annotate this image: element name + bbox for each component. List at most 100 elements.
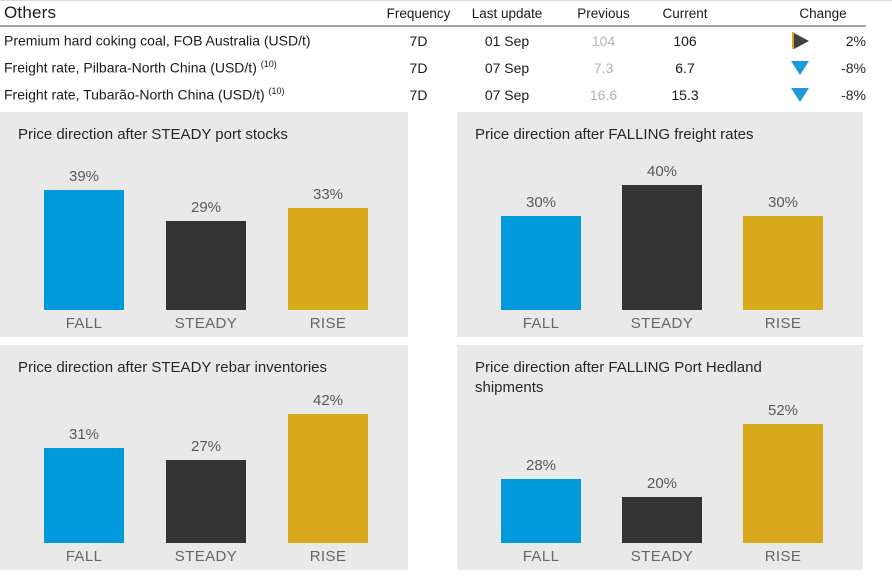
bar-group-fall: 31% bbox=[44, 426, 124, 543]
bar-fall bbox=[501, 216, 581, 310]
category-label-fall: FALL bbox=[522, 315, 560, 332]
column-header-current: Current bbox=[662, 5, 708, 21]
category-label-fall: FALL bbox=[65, 548, 103, 565]
change-percent: 2% bbox=[845, 32, 866, 49]
table-header-row: Others Frequency Last update Previous Cu… bbox=[0, 1, 866, 27]
last-update-value: 07 Sep bbox=[484, 86, 530, 103]
category-axis: FALL STEADY RISE bbox=[44, 315, 368, 332]
bar-fall bbox=[44, 448, 124, 543]
bar-group-steady: 29% bbox=[166, 199, 246, 310]
table-row-freight-tubarao: Freight rate, Tubarão-North China (USD/t… bbox=[0, 81, 866, 108]
previous-value: 7.3 bbox=[593, 59, 614, 76]
bar-rise bbox=[288, 414, 368, 543]
category-label-rise: RISE bbox=[764, 548, 802, 565]
bars-area: 28% 20% 52% bbox=[501, 345, 823, 543]
chart-title: Price direction after STEADY rebar inven… bbox=[18, 359, 328, 376]
chart-title: Price direction after FALLING Port Hedla… bbox=[475, 359, 762, 396]
row-label-text: Freight rate, Pilbara-North China (USD/t… bbox=[4, 59, 257, 76]
category-axis: FALL STEADY RISE bbox=[44, 548, 368, 565]
previous-value: 104 bbox=[591, 32, 616, 49]
bar-value-label: 30% bbox=[767, 194, 799, 211]
bar-value-label: 31% bbox=[68, 426, 100, 443]
change-percent: -8% bbox=[841, 59, 866, 76]
column-header-last-update: Last update bbox=[471, 5, 543, 21]
bar-group-rise: 33% bbox=[288, 186, 368, 310]
chart-title: Price direction after STEADY port stocks bbox=[18, 126, 288, 143]
bar-group-fall: 28% bbox=[501, 457, 581, 543]
bar-value-label: 27% bbox=[190, 438, 222, 455]
bar-rise bbox=[743, 424, 823, 543]
table-row-freight-pilbara: Freight rate, Pilbara-North China (USD/t… bbox=[0, 54, 866, 81]
frequency-value: 7D bbox=[409, 59, 428, 76]
row-label-text: Freight rate, Tubarão-North China (USD/t… bbox=[4, 86, 265, 103]
bar-value-label: 28% bbox=[525, 457, 557, 474]
chart-steady-rebar-inventories: Price direction after STEADY rebar inven… bbox=[0, 345, 408, 570]
bar-group-rise: 52% bbox=[743, 402, 823, 543]
category-label-steady: STEADY bbox=[174, 315, 238, 332]
table-row-premium-hard-coking-coal: Premium hard coking coal, FOB Australia … bbox=[0, 27, 866, 54]
bar-value-label: 39% bbox=[68, 168, 100, 185]
last-update-value: 01 Sep bbox=[484, 32, 530, 49]
bar-group-fall: 30% bbox=[501, 194, 581, 310]
category-label-rise: RISE bbox=[309, 315, 347, 332]
bar-group-steady: 27% bbox=[166, 438, 246, 543]
last-update-value: 07 Sep bbox=[484, 59, 530, 76]
column-header-previous: Previous bbox=[577, 5, 630, 21]
category-axis: FALL STEADY RISE bbox=[501, 315, 823, 332]
column-header-frequency: Frequency bbox=[386, 5, 451, 21]
bar-group-rise: 30% bbox=[743, 194, 823, 310]
bars-area: 39% 29% 33% bbox=[44, 112, 368, 310]
bar-value-label: 20% bbox=[646, 475, 678, 492]
row-label: Freight rate, Pilbara-North China (USD/t… bbox=[0, 59, 375, 76]
table-section-title: Others bbox=[4, 3, 57, 22]
row-label: Freight rate, Tubarão-North China (USD/t… bbox=[0, 86, 375, 103]
previous-value: 16.6 bbox=[589, 86, 618, 103]
row-label: Premium hard coking coal, FOB Australia … bbox=[0, 32, 375, 49]
chart-title: Price direction after FALLING freight ra… bbox=[475, 126, 754, 143]
frequency-value: 7D bbox=[409, 32, 428, 49]
bar-rise bbox=[743, 216, 823, 310]
bar-group-rise: 42% bbox=[288, 392, 368, 543]
current-value: 106 bbox=[673, 32, 697, 49]
footnote-marker: (10) bbox=[268, 86, 285, 97]
category-label-rise: RISE bbox=[764, 315, 802, 332]
bar-fall bbox=[44, 190, 124, 310]
bar-steady bbox=[622, 185, 702, 310]
bar-value-label: 52% bbox=[767, 402, 799, 419]
bar-steady bbox=[166, 460, 246, 543]
current-value: 15.3 bbox=[671, 86, 699, 103]
category-label-fall: FALL bbox=[522, 548, 560, 565]
bar-group-steady: 20% bbox=[622, 475, 702, 543]
bars-area: 30% 40% 30% bbox=[501, 112, 823, 310]
chart-falling-freight-rates: Price direction after FALLING freight ra… bbox=[457, 112, 863, 337]
chart-steady-port-stocks: Price direction after STEADY port stocks… bbox=[0, 112, 408, 337]
footnote-marker: (10) bbox=[260, 59, 277, 70]
change-percent: -8% bbox=[841, 86, 866, 103]
bar-value-label: 33% bbox=[312, 186, 344, 203]
current-value: 6.7 bbox=[675, 59, 695, 76]
bar-group-steady: 40% bbox=[622, 163, 702, 310]
others-table: Others Frequency Last update Previous Cu… bbox=[0, 0, 892, 108]
chart-falling-port-hedland-shipments: Price direction after FALLING Port Hedla… bbox=[457, 345, 863, 570]
down-triangle-icon bbox=[780, 86, 820, 104]
category-label-steady: STEADY bbox=[174, 548, 238, 565]
bar-steady bbox=[166, 221, 246, 310]
category-label-rise: RISE bbox=[309, 548, 347, 565]
bar-value-label: 29% bbox=[190, 199, 222, 216]
row-label-text: Premium hard coking coal, FOB Australia … bbox=[4, 32, 311, 49]
bars-area: 31% 27% 42% bbox=[44, 345, 368, 543]
category-label-steady: STEADY bbox=[630, 315, 694, 332]
category-label-steady: STEADY bbox=[630, 548, 694, 565]
column-header-change: Change bbox=[799, 5, 847, 21]
category-axis: FALL STEADY RISE bbox=[501, 548, 823, 565]
bar-fall bbox=[501, 479, 581, 543]
bar-rise bbox=[288, 208, 368, 310]
bar-value-label: 40% bbox=[646, 163, 678, 180]
bar-value-label: 42% bbox=[312, 392, 344, 409]
bar-group-fall: 39% bbox=[44, 168, 124, 310]
bar-steady bbox=[622, 497, 702, 543]
category-label-fall: FALL bbox=[65, 315, 103, 332]
flat-change-arrow-icon bbox=[780, 32, 820, 50]
frequency-value: 7D bbox=[409, 86, 428, 103]
down-triangle-icon bbox=[780, 59, 820, 77]
